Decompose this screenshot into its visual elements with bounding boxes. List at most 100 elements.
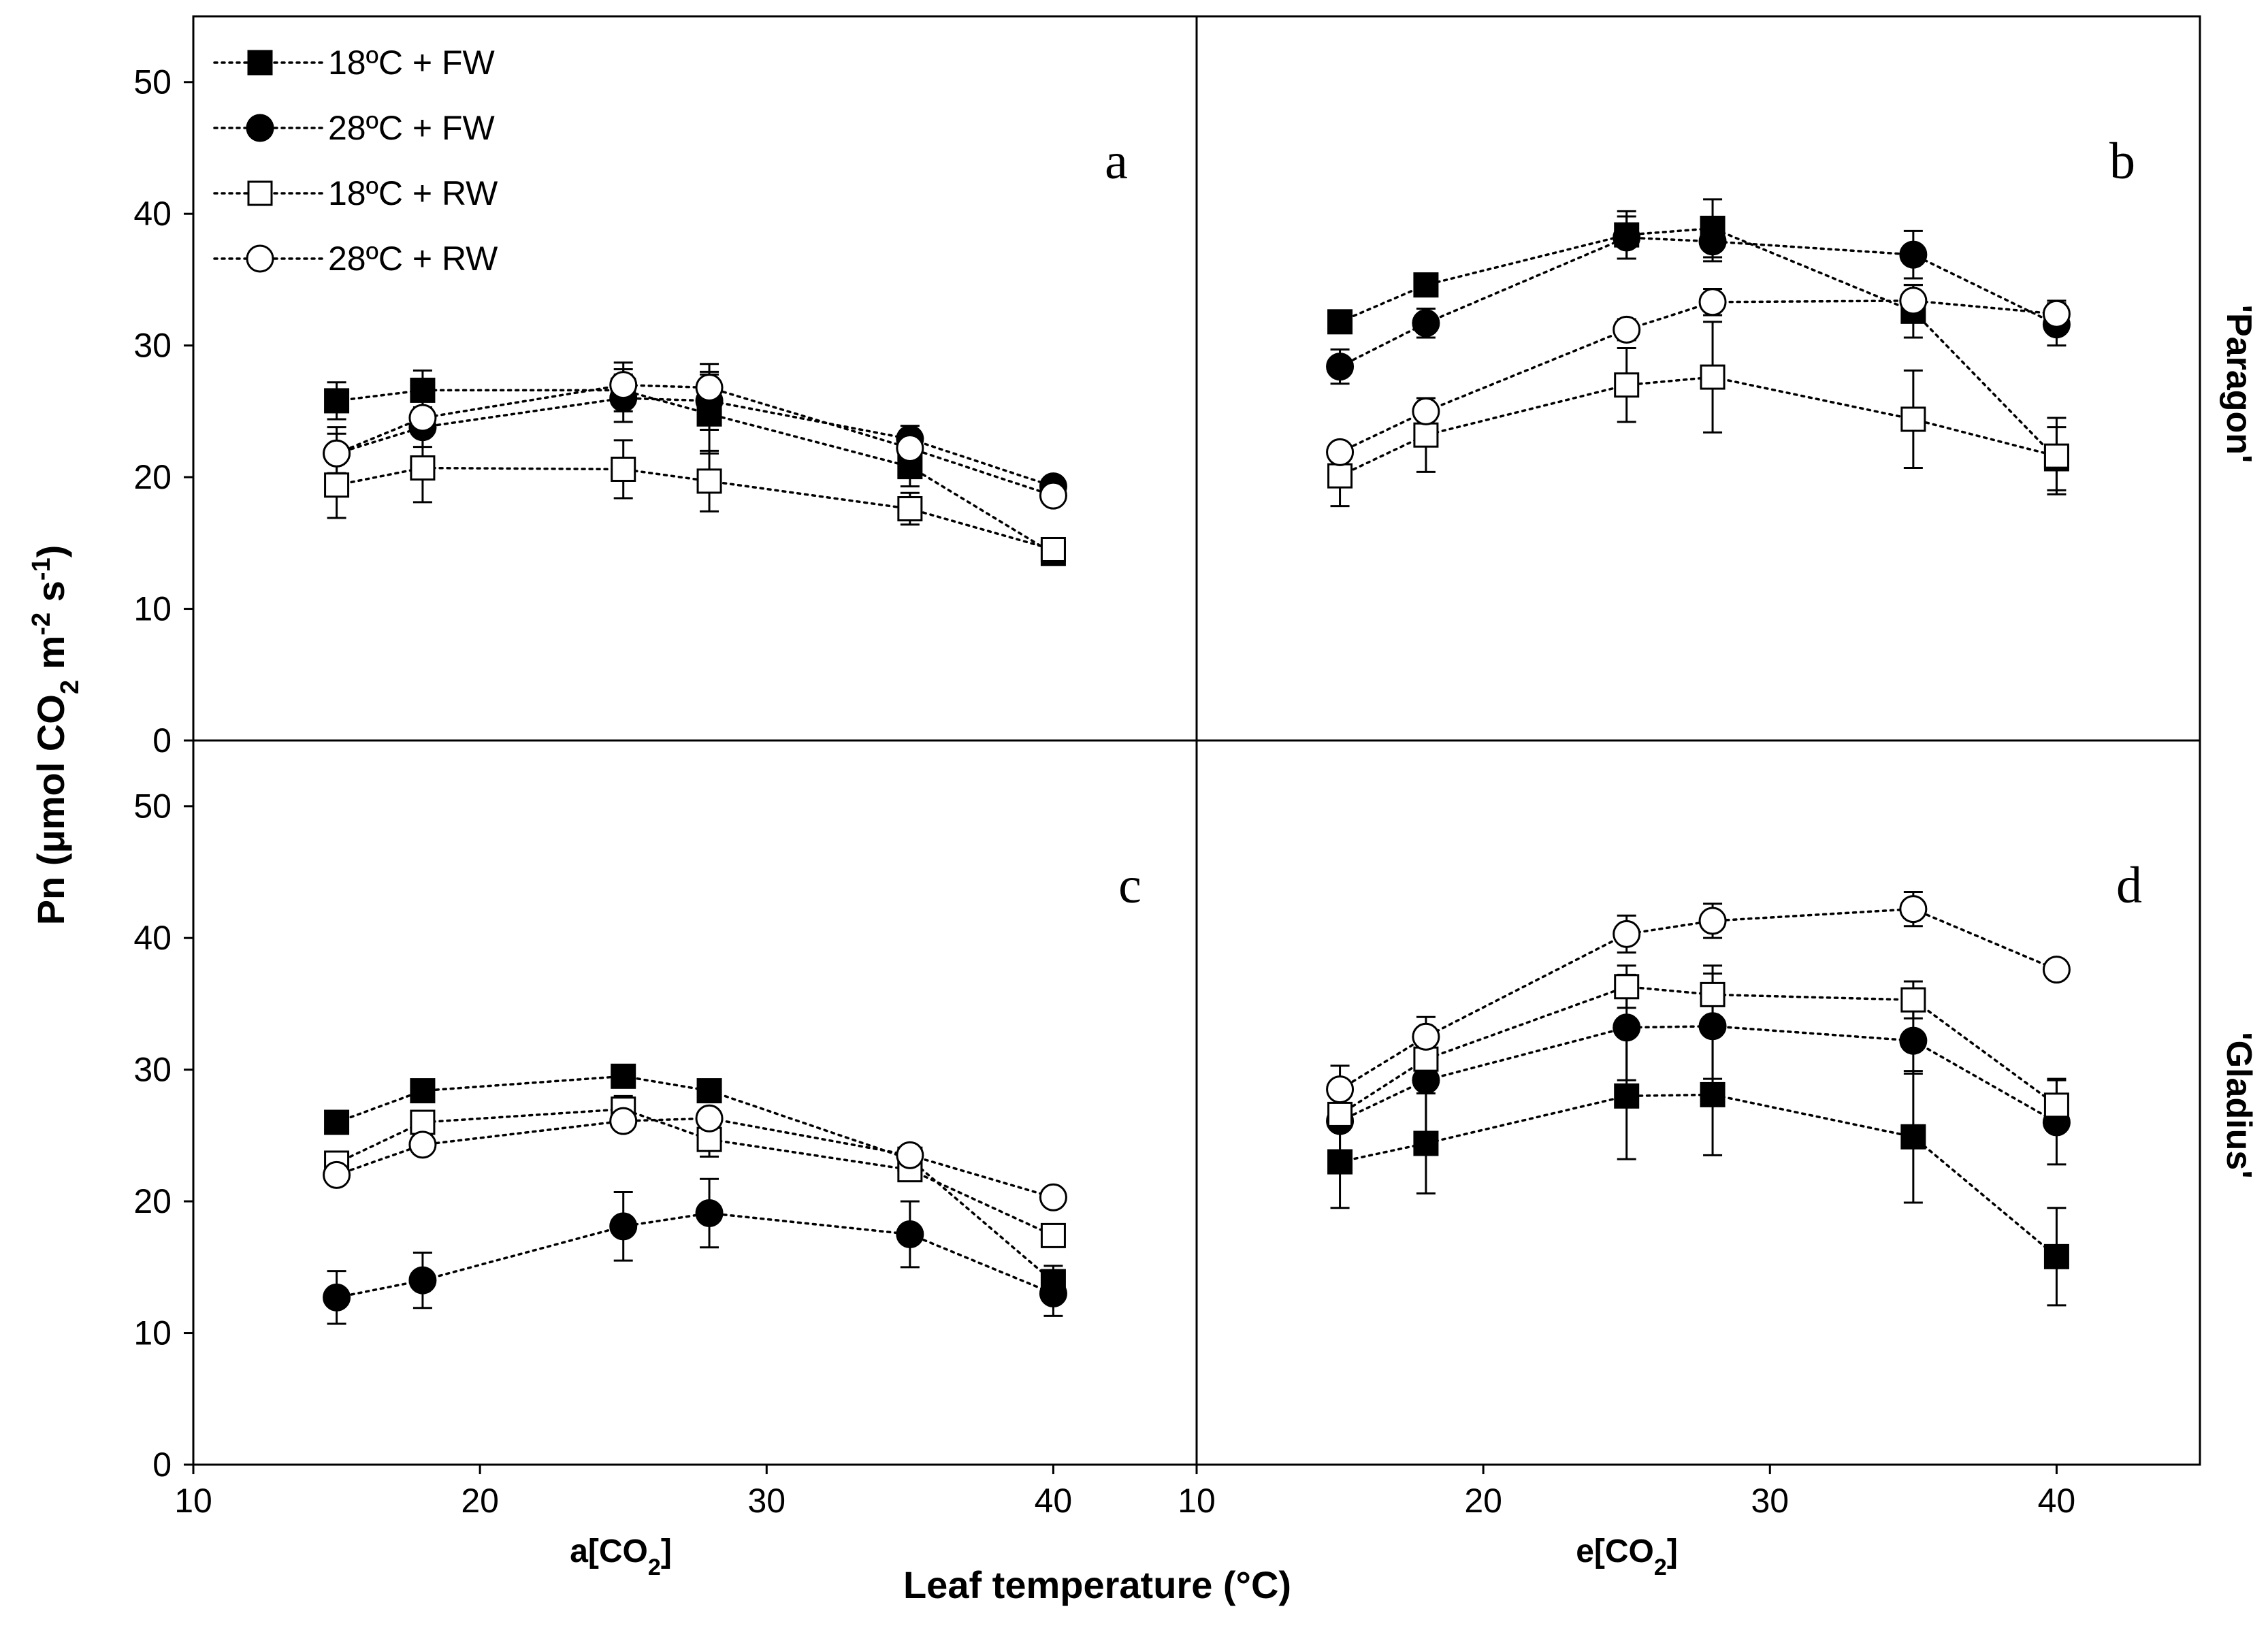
data-point	[695, 1199, 724, 1228]
data-point	[1700, 364, 1726, 390]
data-point	[611, 456, 636, 482]
y-tick-label: 40	[133, 919, 172, 957]
data-point	[1412, 397, 1440, 425]
x-tick-label: 40	[2038, 1482, 2076, 1520]
data-point	[1899, 1026, 1928, 1055]
data-point	[2042, 299, 2071, 328]
y-tick-label: 40	[133, 195, 172, 233]
series-line	[335, 1117, 1055, 1199]
data-point	[611, 1063, 636, 1089]
data-point	[1613, 1013, 1641, 1042]
panel-c	[323, 1063, 1067, 1325]
x-tick-label: 40	[1035, 1482, 1073, 1520]
data-point	[408, 404, 437, 432]
x-axis-label: Leaf temperature (°C)	[903, 1563, 1291, 1606]
series-line	[335, 1107, 1055, 1237]
y-tick-label: 50	[133, 63, 172, 101]
row-label-paragon: 'Paragon'	[2219, 305, 2258, 463]
x-tick-label: 20	[1464, 1482, 1502, 1520]
panel-d	[1326, 890, 2071, 1307]
data-point	[408, 1266, 437, 1295]
series-line	[335, 466, 1055, 551]
data-point	[1900, 1124, 1926, 1150]
data-point	[609, 371, 638, 400]
data-point	[1413, 1130, 1439, 1156]
y-tick-label: 20	[133, 458, 172, 496]
series-line	[335, 389, 1055, 555]
data-point	[696, 1078, 722, 1104]
data-point	[1039, 1280, 1067, 1308]
series-line	[1338, 1093, 2058, 1258]
data-point	[1899, 287, 1928, 315]
legend-label: 28ºC + RW	[328, 240, 498, 278]
panel-letter-b: b	[2109, 133, 2135, 190]
data-point	[1698, 907, 1727, 935]
y-tick-label: 30	[133, 327, 172, 365]
y-tick-label: 50	[133, 787, 172, 826]
column-label-eco2: e[CO2]	[1576, 1533, 1678, 1580]
series-line	[1338, 907, 2058, 1091]
y-tick-label: 30	[133, 1051, 172, 1089]
plot-frame	[192, 15, 2201, 1466]
data-point	[324, 388, 350, 414]
x-tick-label: 30	[747, 1482, 785, 1520]
panel-a	[323, 361, 1067, 566]
panel-labels: a b c d	[1105, 133, 2142, 914]
series-line	[1338, 227, 2058, 460]
data-point	[897, 496, 923, 522]
data-point	[323, 1160, 351, 1189]
data-point	[410, 1109, 436, 1135]
data-point	[695, 374, 724, 402]
panel-letter-c: c	[1118, 857, 1141, 914]
legend-marker	[247, 50, 273, 76]
legend-marker	[246, 244, 274, 273]
data-point	[1327, 1101, 1353, 1127]
data-point	[1327, 309, 1353, 335]
data-point	[1412, 309, 1440, 338]
series-line	[1338, 376, 2058, 477]
data-point	[408, 1130, 437, 1159]
data-point	[1614, 1083, 1640, 1109]
series-line	[335, 1211, 1055, 1299]
data-point	[1613, 919, 1641, 948]
data-point	[1614, 372, 1640, 398]
series-line	[1338, 985, 2058, 1116]
legend-label: 28ºC + FW	[328, 109, 496, 147]
data-point	[1698, 288, 1727, 316]
data-point	[323, 439, 351, 468]
data-point	[896, 434, 924, 463]
data-point	[324, 472, 350, 498]
data-point	[1040, 1222, 1066, 1248]
series-line	[1338, 236, 2058, 368]
y-tick-label: 0	[152, 1446, 172, 1484]
data-point	[1614, 974, 1640, 1000]
data-point	[695, 1104, 724, 1133]
legend-label: 18ºC + FW	[328, 44, 496, 82]
data-point	[1900, 406, 1926, 432]
legend-marker	[246, 114, 274, 142]
data-point	[2043, 1243, 2069, 1269]
data-point	[2042, 956, 2071, 984]
data-point	[696, 468, 722, 494]
series-line	[335, 383, 1055, 497]
data-point	[410, 455, 436, 481]
row-label-gladius: 'Gladius'	[2219, 1032, 2258, 1178]
panel-letter-a: a	[1105, 133, 1128, 190]
data-point	[410, 1078, 436, 1104]
data-point	[1327, 463, 1353, 489]
data-point	[1327, 1149, 1353, 1175]
data-point	[609, 1107, 638, 1135]
data-point	[324, 1109, 350, 1135]
legend: 18ºC + FW 28ºC + FW 18ºC + RW 28ºC + RW	[213, 44, 498, 278]
legend-marker	[247, 180, 273, 206]
data-point	[1039, 481, 1067, 510]
y-tick-label: 0	[152, 721, 172, 760]
data-point	[1899, 240, 1928, 269]
data-point	[2043, 443, 2069, 469]
data-point	[1326, 1075, 1355, 1104]
y-tick-label: 20	[133, 1182, 172, 1220]
panel-letter-d: d	[2116, 857, 2142, 914]
column-label-aco2: a[CO2]	[570, 1533, 672, 1580]
